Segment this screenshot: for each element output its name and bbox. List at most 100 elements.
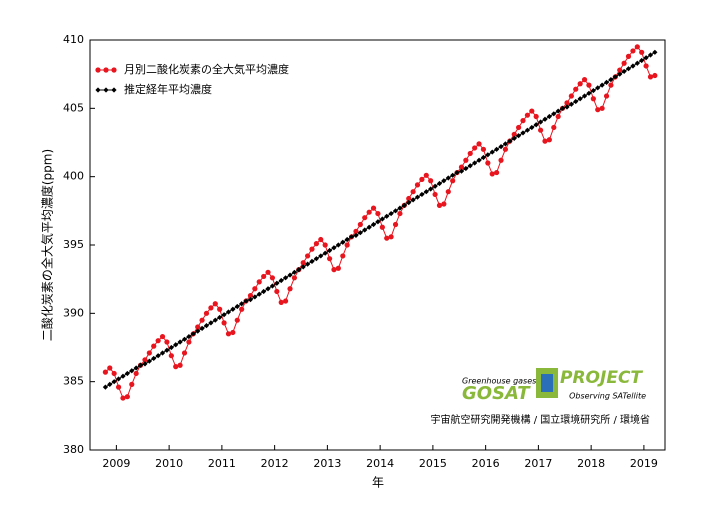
marker [489,171,495,177]
marker [309,246,315,252]
marker [335,265,341,271]
marker [362,215,368,221]
marker [195,328,201,334]
marker [480,154,487,161]
marker [489,149,495,155]
marker [639,49,645,55]
marker [476,157,482,163]
marker [586,82,592,88]
marker [159,333,166,340]
marker [177,362,183,368]
y-tick-label: 385 [63,375,84,388]
marker [124,394,130,400]
marker [256,291,262,297]
marker [269,283,276,289]
marker [177,339,183,345]
marker [643,55,649,61]
marker [305,261,311,267]
y-tick-label: 380 [63,443,84,456]
logo-project: PROJECT [560,368,643,388]
marker [603,79,610,85]
plot-frame [89,39,666,451]
marker [168,344,174,351]
marker [199,317,205,323]
marker [458,164,465,170]
marker [621,68,627,75]
marker [379,216,385,222]
marker [203,323,210,329]
marker [155,338,161,344]
marker [410,189,416,195]
marker [212,317,218,323]
marker [366,224,372,230]
marker [322,250,328,256]
marker [283,298,289,304]
marker [441,178,447,184]
marker [445,175,451,181]
marker [151,355,157,362]
marker [472,160,478,166]
x-tick-label: 2010 [155,457,183,470]
marker [595,107,601,113]
marker [362,227,368,233]
x-tick-label: 2017 [524,457,552,470]
x-tick-label: 2015 [419,457,447,470]
marker [164,339,170,345]
marker [239,306,245,312]
marker [291,269,298,275]
y-tick-label: 390 [63,306,84,319]
marker [577,96,583,102]
marker [234,303,240,310]
marker [559,105,566,111]
marker [634,44,640,50]
x-tick-label: 2011 [208,457,236,470]
marker [652,49,658,55]
marker [502,146,509,152]
marker [186,339,192,345]
y-tick-label: 410 [63,33,84,46]
marker [516,124,522,131]
marker [463,165,469,172]
marker [278,299,284,305]
marker [269,275,276,281]
legend-marker [103,67,109,73]
marker [221,312,227,318]
marker [318,253,324,259]
marker [102,384,109,390]
marker [467,163,473,169]
marker [168,353,174,359]
marker [344,236,350,243]
marker [357,221,363,228]
marker [551,111,557,117]
marker [370,221,377,228]
marker [142,357,148,363]
marker [111,379,117,385]
marker [247,292,254,299]
marker [265,286,271,292]
marker [357,230,363,236]
y-tick-label: 395 [63,238,84,251]
credit: 宇宙航空研究開発機構 / 国立環境研究所 / 環境省 [431,413,650,426]
marker [208,305,214,311]
marker [300,264,306,270]
marker [327,247,333,254]
marker [313,256,320,262]
marker [291,275,298,281]
marker [428,178,434,184]
marker [159,350,166,356]
marker [639,57,645,64]
marker [529,108,535,114]
marker [384,213,390,219]
marker [111,370,117,377]
marker [331,267,337,273]
marker [375,210,381,217]
marker [340,253,346,259]
marker [617,71,623,77]
marker [256,279,262,285]
marker [414,194,421,200]
marker [212,301,218,307]
marker [520,130,526,136]
marker [146,350,152,356]
marker [621,60,627,66]
marker [546,113,552,120]
